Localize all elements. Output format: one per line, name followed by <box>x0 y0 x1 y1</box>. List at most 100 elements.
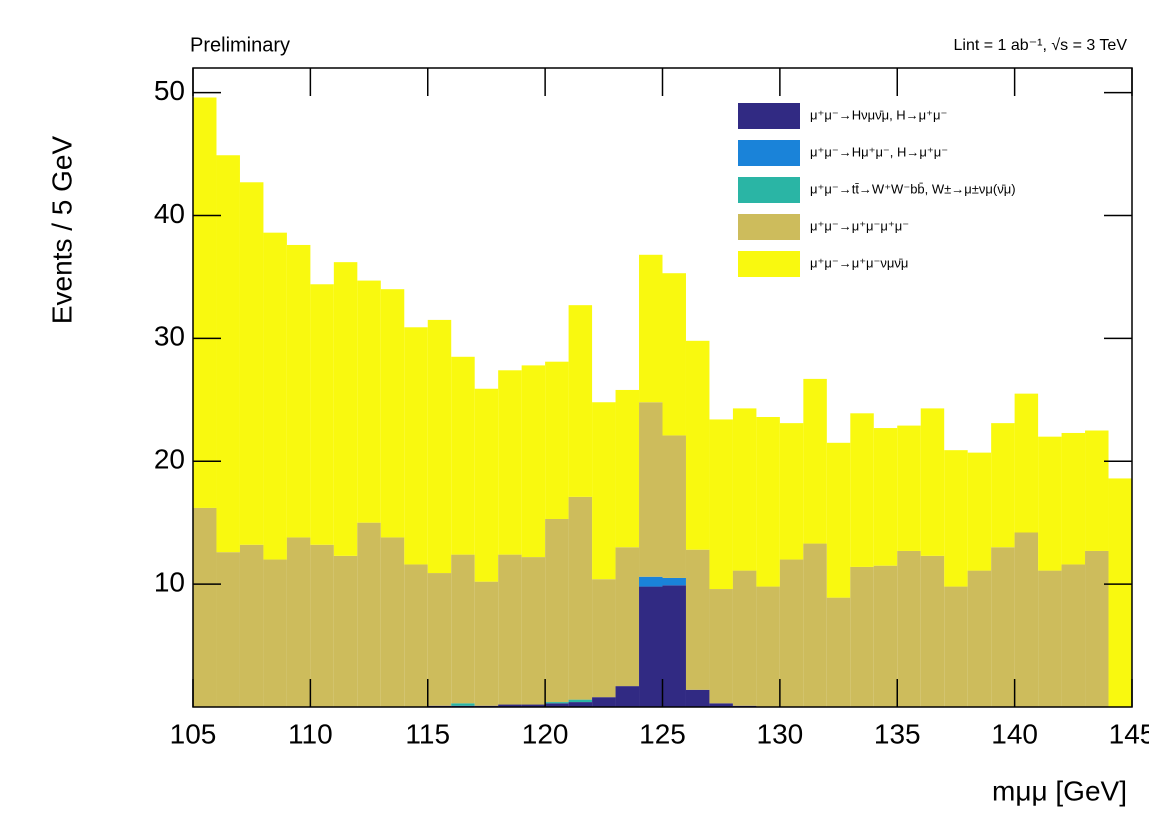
histogram-bar <box>404 327 428 565</box>
chart-title: Preliminary <box>190 34 290 56</box>
x-tick-label: 140 <box>991 718 1038 749</box>
histogram-bar <box>380 537 405 707</box>
histogram-bar <box>193 97 217 508</box>
histogram-bar <box>991 547 1015 707</box>
histogram-bar <box>709 703 733 707</box>
legend-label: μ⁺μ⁻→μ⁺μ⁻νμν̄μ <box>810 255 908 270</box>
histogram-bar <box>498 704 522 707</box>
legend-label: μ⁺μ⁻→tt̄→W⁺W⁻bb̄, W±→μ±νμ(ν̄μ) <box>810 181 1016 196</box>
histogram-bar <box>1014 532 1039 707</box>
y-tick-label: 40 <box>154 198 185 229</box>
histogram-bar <box>263 559 287 707</box>
histogram-bar <box>1085 430 1109 551</box>
histogram-bar <box>756 416 780 587</box>
histogram-bar <box>568 496 593 700</box>
histogram-bar <box>193 507 217 707</box>
histogram-bar <box>286 244 311 538</box>
histogram-bar <box>944 586 968 707</box>
histogram-bar <box>451 356 475 555</box>
histogram-bar <box>826 597 851 707</box>
histogram-bar <box>545 361 569 519</box>
histogram-bar <box>380 289 405 538</box>
y-axis-label: Events / 5 GeV <box>46 136 77 325</box>
histogram-bar <box>1061 564 1086 707</box>
histogram-bar <box>920 408 945 556</box>
histogram-bar <box>897 425 921 551</box>
histogram-bar <box>521 704 546 707</box>
histogram-bar <box>333 555 358 707</box>
histogram-bar <box>239 544 264 707</box>
histogram-bar <box>897 550 921 707</box>
histogram-bar <box>1061 432 1086 565</box>
histogram-bar <box>873 428 898 566</box>
histogram-bar <box>545 518 569 703</box>
y-tick-label: 20 <box>154 444 185 475</box>
chart-subtitle: Lint = 1 ab⁻¹, √s = 3 TeV <box>954 37 1128 54</box>
histogram-bar <box>592 579 616 698</box>
legend-label: μ⁺μ⁻→Hμ⁺μ⁻, H→μ⁺μ⁻ <box>810 144 948 159</box>
histogram-bar <box>1038 570 1062 707</box>
x-tick-label: 120 <box>522 718 569 749</box>
histogram-bar <box>756 586 780 707</box>
histogram-bar <box>568 702 593 707</box>
histogram-bar <box>333 262 358 556</box>
plot-area <box>193 97 1132 707</box>
histogram-bar <box>639 402 663 577</box>
histogram-bar <box>662 577 686 586</box>
histogram-bar <box>615 389 640 548</box>
x-tick-label: 125 <box>639 718 686 749</box>
histogram-bar <box>967 452 992 571</box>
histogram-bar <box>685 549 710 690</box>
histogram-bar <box>732 570 757 706</box>
histogram-bar <box>1108 478 1132 707</box>
histogram-bar <box>709 589 733 704</box>
histogram-bar <box>732 408 757 571</box>
x-axis-label: mμμ [GeV] <box>992 775 1127 806</box>
histogram-bar <box>568 305 593 497</box>
histogram-bar <box>451 554 475 704</box>
histogram-bar <box>545 703 569 707</box>
histogram-bar <box>850 413 874 567</box>
histogram-bar <box>263 232 287 560</box>
histogram-bar <box>639 576 663 587</box>
histogram-bar <box>568 699 593 703</box>
legend-label: μ⁺μ⁻→Hνμν̄μ, H→μ⁺μ⁻ <box>810 107 947 122</box>
histogram-bar <box>850 566 874 707</box>
legend-swatch <box>738 103 800 129</box>
histogram-bar <box>662 273 686 436</box>
histogram-bar <box>216 155 240 553</box>
histogram-bar <box>545 702 569 704</box>
histogram-bar <box>639 586 663 707</box>
histogram-bar <box>991 423 1015 548</box>
histogram-bar <box>404 564 428 707</box>
histogram-bar <box>615 686 640 707</box>
histogram-bar <box>216 552 240 707</box>
histogram-bar <box>357 280 381 523</box>
legend-swatch <box>738 214 800 240</box>
histogram-bar <box>521 365 546 558</box>
histogram-bar <box>474 388 499 582</box>
histogram-bar <box>1038 436 1062 571</box>
y-tick-label: 50 <box>154 75 185 106</box>
x-tick-label: 110 <box>288 718 333 749</box>
legend-label: μ⁺μ⁻→μ⁺μ⁻μ⁺μ⁻ <box>810 218 909 233</box>
histogram-bar <box>239 182 264 545</box>
histogram-bar <box>615 547 640 687</box>
histogram-bar <box>498 554 522 705</box>
histogram-bar <box>1014 393 1039 533</box>
histogram-bar <box>286 537 311 707</box>
histogram-bar <box>920 555 945 707</box>
histogram-bar <box>873 565 898 707</box>
histogram-bar <box>310 284 334 545</box>
legend-swatch <box>738 140 800 166</box>
x-tick-label: 130 <box>757 718 804 749</box>
x-tick-label: 145 <box>1109 718 1149 749</box>
x-tick-label: 105 <box>170 718 217 749</box>
histogram-bar <box>592 402 616 580</box>
histogram-bar <box>803 378 827 544</box>
legend-swatch <box>738 177 800 203</box>
histogram-bar <box>967 570 992 707</box>
histogram-bar <box>592 697 616 707</box>
x-tick-label: 115 <box>405 718 450 749</box>
